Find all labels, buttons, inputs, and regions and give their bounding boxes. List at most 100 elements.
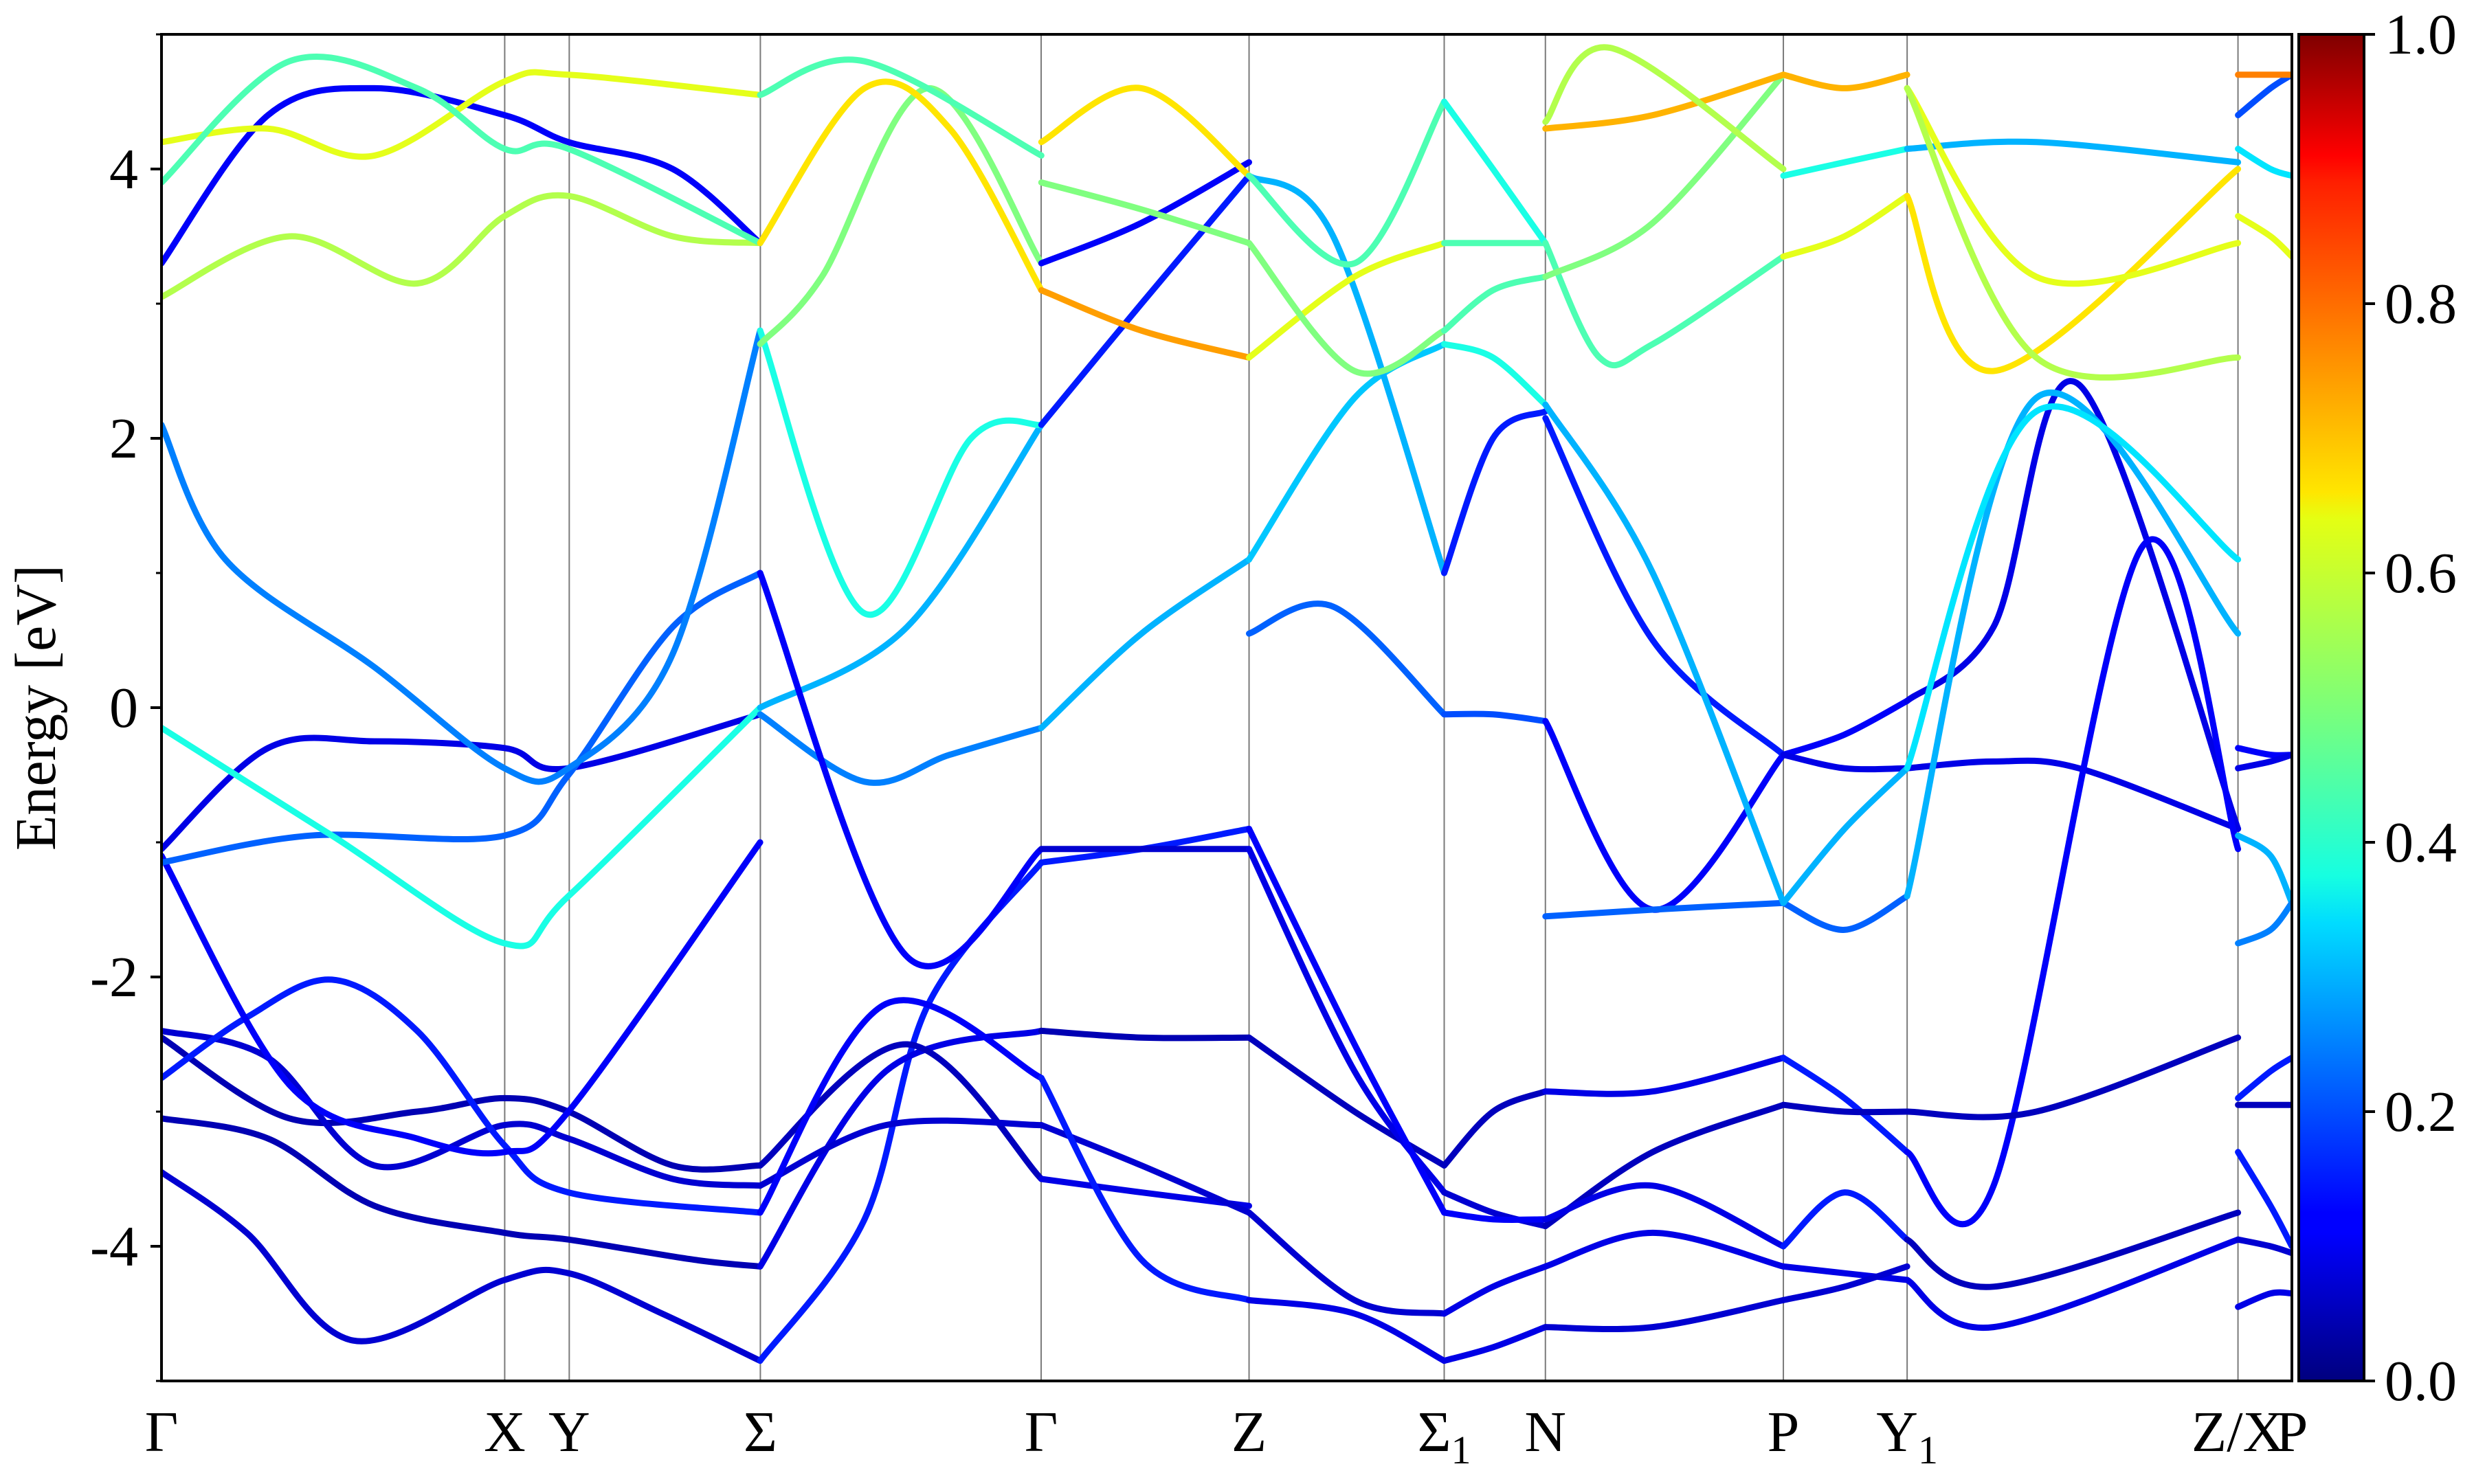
y-tick-label: -4 [90,1215,138,1279]
colorbar-tick-label: 0.6 [2385,541,2457,605]
band-line [161,704,764,949]
band-line [1246,98,1447,268]
band-line [161,839,764,1157]
band-line [2235,832,2292,906]
band-line [757,1027,1045,1270]
band-line [1441,273,1549,334]
band-line [2235,745,2292,758]
band-line [161,327,764,785]
x-tick-label: Z [1232,1400,1267,1464]
band-line [1904,757,2242,832]
band-line [1780,1101,1910,1116]
band-line [2235,1236,2292,1257]
band-line [161,1169,764,1364]
band-line [1780,1055,1910,1156]
band-line [1904,85,2242,287]
band-line [1038,159,1252,267]
band-line [1780,752,1910,773]
x-tick-label: P [1768,1400,1800,1464]
band-line [161,1115,764,1270]
band-line [1246,1034,1447,1169]
band-line [1038,1027,1252,1042]
band-line [1780,1189,1910,1250]
band-line [1246,1209,1447,1317]
band-line [1246,1296,1447,1364]
band-line [1246,846,1447,1196]
band-line [1441,408,1549,576]
band-line [161,711,764,853]
x-tick-label: P [2276,1400,2308,1464]
y-tick-label: 0 [109,676,138,740]
band-line [757,85,1045,348]
band-line [1246,600,1447,718]
band-line [2235,213,2292,260]
band-line [1542,240,1787,369]
bands-layer [161,44,2292,1364]
band-line [757,711,1045,786]
band-line [1038,556,1252,731]
band-line [2235,71,2292,119]
band-line [1441,710,1549,725]
band-line [1441,1263,1549,1317]
band-line [1904,1034,2242,1121]
band-line [1904,390,2242,899]
x-tick-label: N [1524,1400,1566,1464]
x-tick-label: Γ [145,1400,179,1464]
band-line [1542,1055,1787,1097]
band-line [1542,415,1787,758]
band-line [1542,71,1787,280]
band-line [1038,1075,1252,1303]
band-line [1780,1263,1910,1303]
band-line [161,69,764,160]
band-line [1904,85,2242,381]
band-line [1904,1209,2242,1290]
band-line [1441,98,1549,247]
band-line [1904,403,2242,772]
colorbar: 0.0 0.2 0.4 0.6 0.8 1.0 [2297,3,2457,1413]
band-line [1780,697,1910,758]
band-line [2235,1055,2292,1101]
band-line [1780,192,1910,260]
band-line [1038,825,1252,866]
band-line [1542,1101,1787,1230]
colorbar-gradient [2297,33,2365,1382]
band-line [1246,240,1447,377]
band-line [1038,172,1252,428]
band-line [2235,1149,2292,1250]
y-tick-label: 4 [109,137,138,201]
colorbar-tick-label: 0.8 [2385,272,2457,336]
band-line [757,859,1045,1364]
band-line [161,570,764,866]
band-line [1780,71,1910,91]
band-line [1780,892,1910,933]
band-line [1542,71,1787,132]
band-line [2235,752,2292,772]
x-tick-label: Σ [744,1400,777,1464]
band-line [1780,146,1910,179]
band-line [1904,166,2242,374]
band-line [757,570,1045,969]
band-line [757,1041,1045,1182]
band-line [1904,536,2242,1228]
band-line [1542,1296,1787,1332]
y-axis-label: Energy [eV] [4,565,68,851]
y-axis: -4 -2 0 2 4 [90,33,161,1382]
band-line [757,1117,1045,1189]
band-line [1441,1189,1549,1230]
x-tick-label: Z/X [2192,1400,2284,1464]
band-line [1542,1229,1787,1270]
band-line [1542,1182,1787,1250]
x-tick-label: Γ [1025,1400,1058,1464]
band-line [2235,146,2292,179]
band-line [2235,1289,2292,1310]
band-line [1246,825,1447,1216]
y-tick-label: 2 [109,407,138,471]
band-line [1038,85,1252,179]
x-axis: Γ X Y Σ Γ Z Σ1 N P Y1 Z/XP [145,1400,2308,1472]
band-line [757,997,1045,1216]
band-line [1904,1236,2242,1331]
x-tick-label: Y1 [1876,1400,1938,1472]
band-line [1542,401,1787,906]
band-line [1780,765,1910,906]
